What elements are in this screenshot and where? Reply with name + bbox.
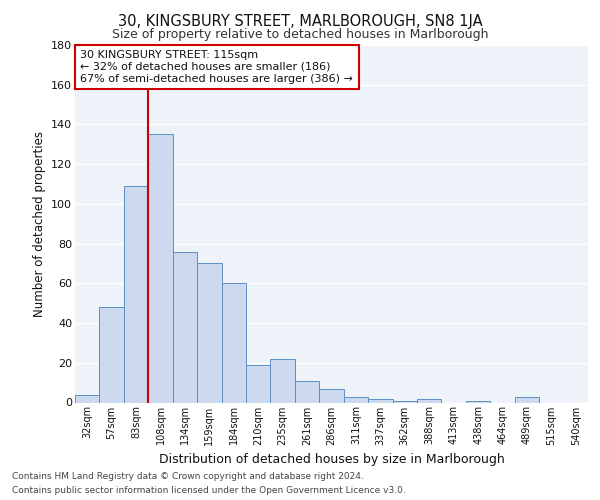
Bar — [319, 388, 344, 402]
Bar — [295, 380, 319, 402]
Bar — [515, 396, 539, 402]
Bar — [271, 359, 295, 403]
Bar — [344, 396, 368, 402]
Bar — [75, 394, 100, 402]
Bar — [100, 307, 124, 402]
Text: Contains public sector information licensed under the Open Government Licence v3: Contains public sector information licen… — [12, 486, 406, 495]
Bar — [368, 398, 392, 402]
Bar — [392, 400, 417, 402]
Bar — [124, 186, 148, 402]
Text: Size of property relative to detached houses in Marlborough: Size of property relative to detached ho… — [112, 28, 488, 41]
Text: 30, KINGSBURY STREET, MARLBOROUGH, SN8 1JA: 30, KINGSBURY STREET, MARLBOROUGH, SN8 1… — [118, 14, 482, 29]
Bar — [148, 134, 173, 402]
Bar — [246, 365, 271, 403]
Bar — [417, 398, 442, 402]
Text: Contains HM Land Registry data © Crown copyright and database right 2024.: Contains HM Land Registry data © Crown c… — [12, 472, 364, 481]
Bar — [197, 264, 221, 402]
Bar — [173, 252, 197, 402]
Y-axis label: Number of detached properties: Number of detached properties — [32, 130, 46, 317]
X-axis label: Distribution of detached houses by size in Marlborough: Distribution of detached houses by size … — [158, 453, 505, 466]
Bar — [221, 284, 246, 403]
Bar — [466, 400, 490, 402]
Text: 30 KINGSBURY STREET: 115sqm
← 32% of detached houses are smaller (186)
67% of se: 30 KINGSBURY STREET: 115sqm ← 32% of det… — [80, 50, 353, 84]
